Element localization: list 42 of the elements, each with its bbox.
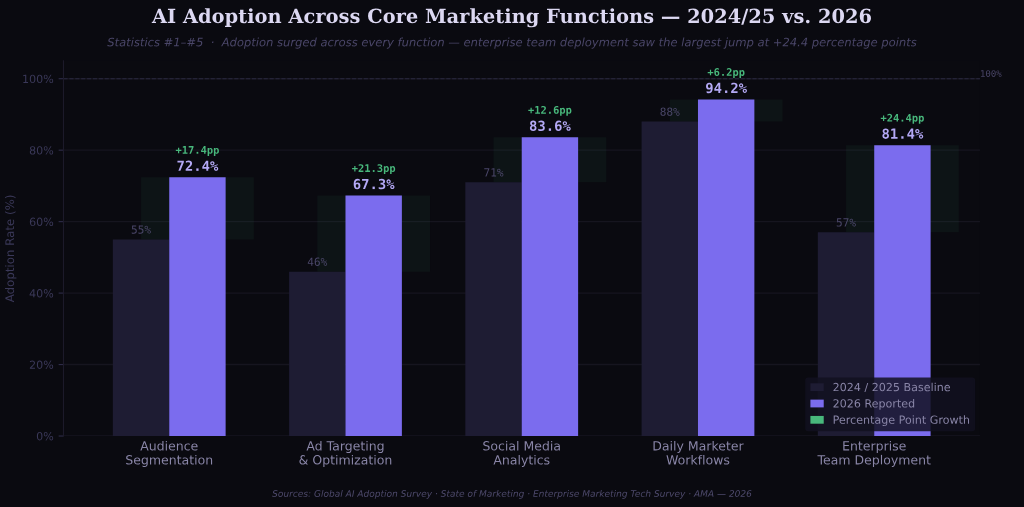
legend-label: 2024 / 2025 Baseline [833,382,951,393]
x-tick-label: Enterprise Team Deployment [817,440,931,467]
bar [112,239,170,437]
data-label: +17.4pp [175,146,219,156]
y-tick-label: 100% [23,74,54,84]
y-tick-label: 40% [29,289,54,298]
data-label: 67.3% [353,178,395,190]
data-label: 83.6% [529,120,571,132]
x-tick-label: Ad Targeting & Optimization [299,440,392,467]
data-label: 46% [307,257,328,266]
source-note: Sources: Global AI Adoption Survey · State of Marketing · Enterprise Marketing Tech Survey · AMA — 2026 [272,489,752,499]
bar [641,121,698,437]
y-tick-label: 20% [29,360,54,369]
x-tick-label: Audience Segmentation [126,440,213,467]
x-tick-label: Daily Marketer Workflows [653,440,744,465]
bar [345,195,402,437]
bar [169,177,226,437]
data-label: 94.2% [706,82,747,94]
data-label: +6.2pp [707,68,745,78]
legend-label: 2026 Reported [833,398,915,410]
data-label: +24.4pp [880,113,924,124]
bar [289,271,346,437]
x-tick-label: Social Media Analytics [483,440,560,467]
data-label: +12.6pp [528,105,572,116]
chart-subtitle: Statistics #1–#5 · Adoption surged across every function — enterprise team deployment saw the largest jump at +24.4 percentage points [107,37,917,49]
legend-label: Percentage Point Growth [833,415,970,427]
y-tick-label: 80% [29,146,54,155]
data-label: 88% [660,107,680,116]
data-label: +21.3pp [352,164,396,175]
data-label: 71% [484,168,504,177]
chart-title: AI Adoption Across Core Marketing Functions — 2024/25 vs. 2026 [151,8,871,28]
y-axis-title: Adoption Rate (%) [5,195,17,303]
data-label: 55% [131,225,151,234]
y-tick-label: 0% [36,431,54,441]
bar [465,182,522,437]
bar [521,137,579,437]
ref-line-label: 100% [981,70,1002,77]
data-label: 81.4% [882,128,924,139]
data-label: 57% [836,218,856,227]
bar [697,99,755,437]
y-tick-label: 60% [29,217,54,227]
data-label: 72.4% [177,160,219,171]
